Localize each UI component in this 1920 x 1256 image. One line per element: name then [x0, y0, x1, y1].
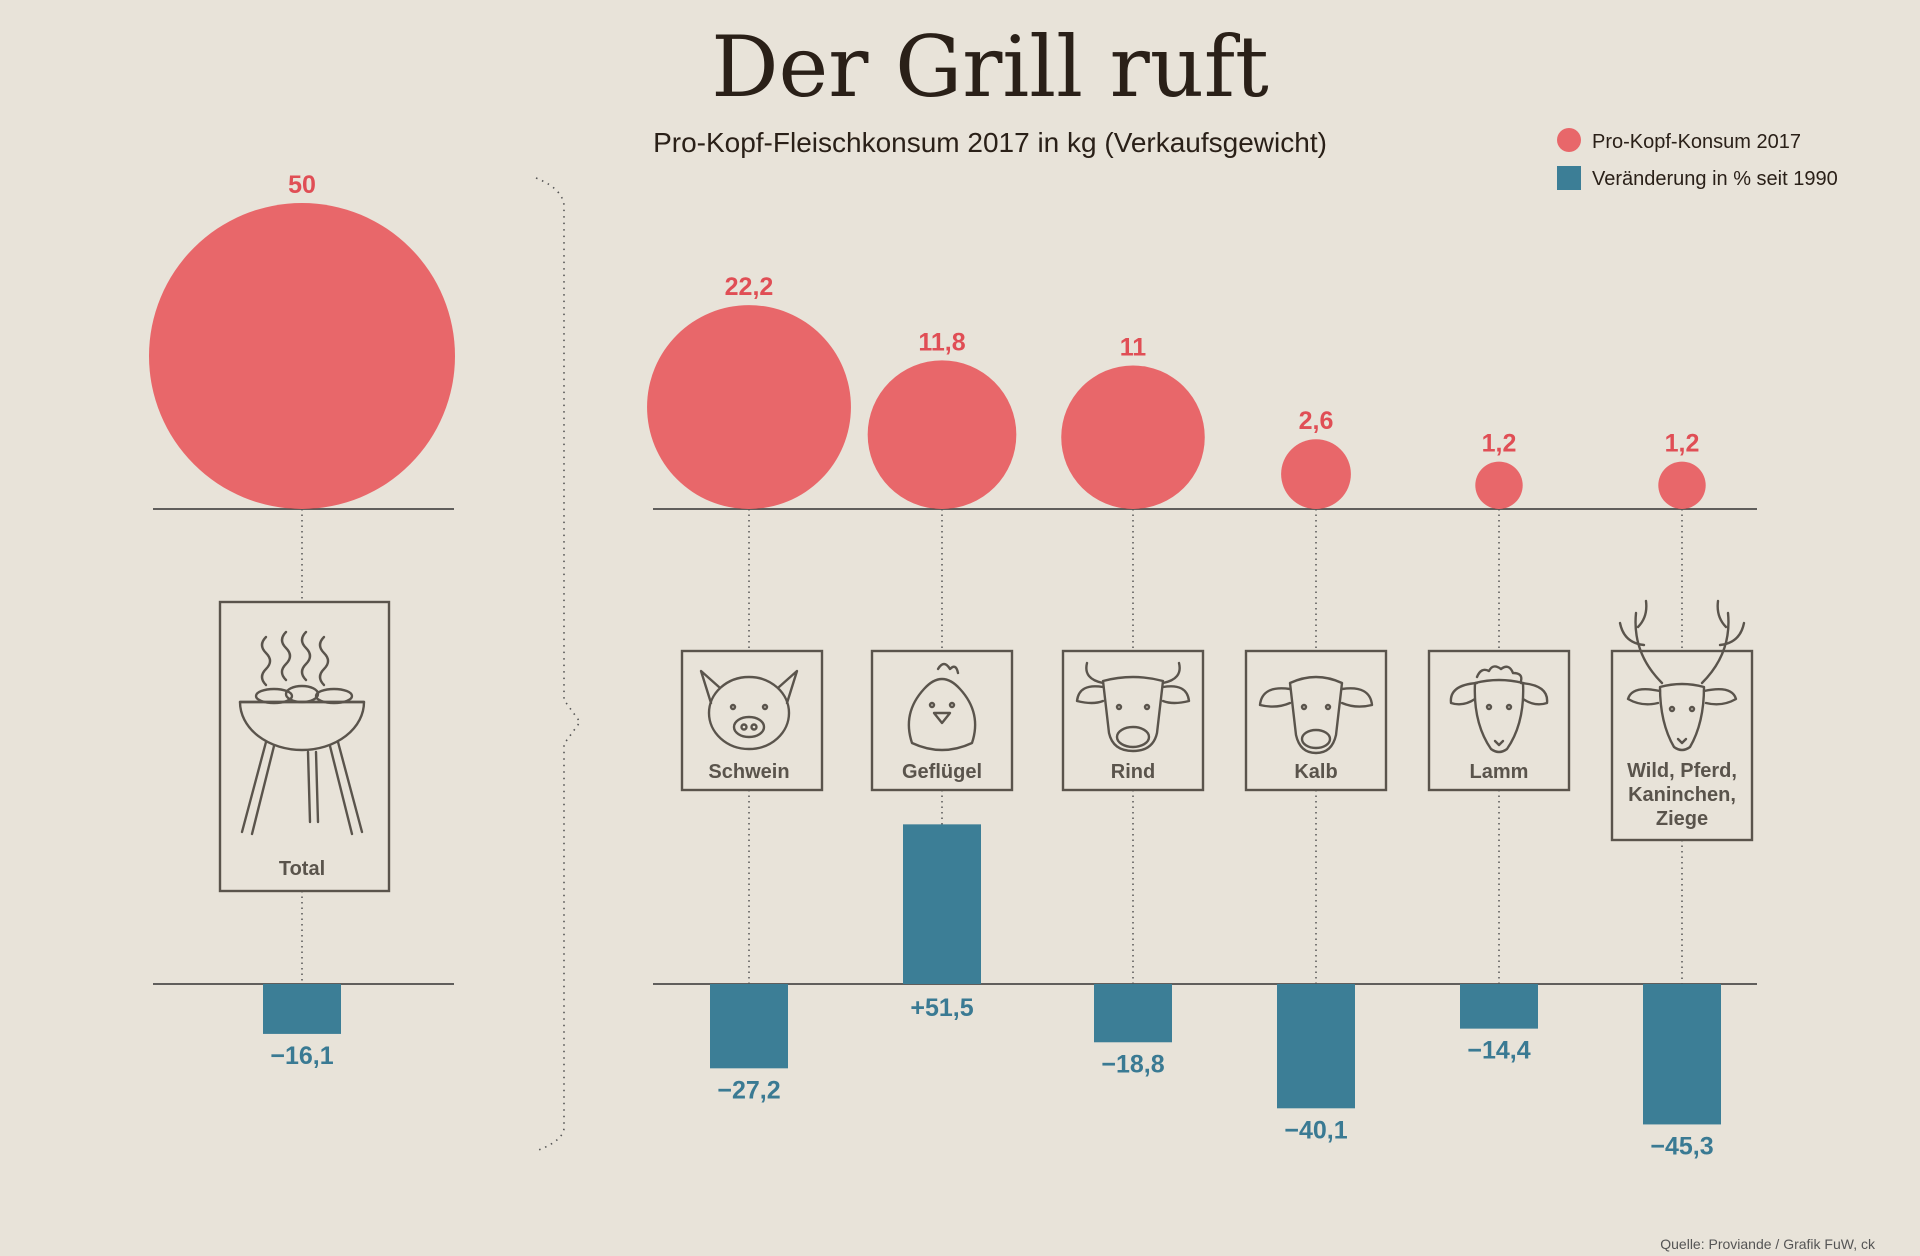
change-bar — [1277, 984, 1355, 1109]
category-label: Geflügel — [902, 761, 982, 783]
legend-label: Pro-Kopf-Konsum 2017 — [1592, 131, 1801, 153]
legend-label: Veränderung in % seit 1990 — [1592, 168, 1838, 190]
consumption-circle — [1061, 365, 1205, 509]
consumption-label: 1,2 — [1482, 430, 1517, 458]
consumption-label: 1,2 — [1665, 430, 1700, 458]
consumption-circle — [647, 305, 851, 510]
deer-icon — [1618, 599, 1746, 752]
page-title: Der Grill ruft — [711, 18, 1269, 116]
consumption-label: 2,6 — [1299, 407, 1334, 435]
category-label: Rind — [1111, 761, 1155, 783]
group-bracket — [535, 177, 581, 1152]
change-bar — [1460, 984, 1538, 1029]
category-label: Wild, Pferd, — [1627, 760, 1737, 782]
consumption-circle — [149, 203, 455, 509]
consumption-label: 11,8 — [918, 328, 965, 356]
change-label: −40,1 — [1284, 1116, 1347, 1144]
category-frame — [1610, 649, 1754, 842]
legend-square-marker — [1557, 166, 1581, 190]
category-label: Ziege — [1656, 808, 1708, 830]
category-label: Kalb — [1294, 761, 1337, 783]
category-box: Schwein — [680, 649, 824, 792]
category-box: Kalb — [1244, 649, 1388, 792]
change-label: −18,8 — [1101, 1050, 1164, 1078]
legend-circle-marker — [1557, 128, 1581, 152]
change-bar — [1094, 984, 1172, 1043]
change-label: −16,1 — [270, 1042, 333, 1070]
category-label: Total — [279, 858, 325, 880]
change-bar — [903, 824, 981, 984]
change-bar — [1643, 984, 1721, 1125]
category-label: Lamm — [1470, 761, 1529, 783]
subtitle: Pro-Kopf-Fleischkonsum 2017 in kg (Verka… — [653, 127, 1327, 158]
category-box: Total — [218, 600, 391, 893]
category-frame — [218, 600, 391, 893]
consumption-label: 50 — [288, 171, 316, 199]
consumption-label: 22,2 — [725, 273, 774, 301]
category-label: Schwein — [708, 761, 789, 783]
sheep-icon — [1449, 665, 1549, 754]
grill-icon — [238, 630, 366, 836]
category-box: Lamm — [1427, 649, 1571, 792]
consumption-circle — [1281, 439, 1351, 509]
legend: Pro-Kopf-Konsum 2017 Veränderung in % se… — [1557, 128, 1838, 190]
category-frame — [870, 649, 1014, 792]
change-label: −27,2 — [717, 1076, 780, 1104]
category-frame — [1061, 649, 1205, 792]
change-label: +51,5 — [910, 994, 973, 1022]
category-frame — [1244, 649, 1388, 792]
consumption-circle — [867, 360, 1017, 509]
change-bar — [710, 984, 788, 1069]
category-box: Rind — [1061, 649, 1205, 792]
category-box: Geflügel — [870, 649, 1014, 792]
category-label: Kaninchen, — [1628, 784, 1736, 806]
consumption-label: 11 — [1120, 333, 1147, 361]
category-frame — [1427, 649, 1571, 792]
calf-icon — [1258, 675, 1374, 755]
consumption-circle — [1475, 461, 1523, 509]
chicken-icon — [907, 662, 977, 752]
source-note: Quelle: Proviande / Grafik FuW, ck — [1660, 1236, 1876, 1252]
category-box: Wild, Pferd,Kaninchen,Ziege — [1610, 599, 1754, 842]
change-bar — [263, 984, 341, 1034]
change-label: −14,4 — [1467, 1037, 1530, 1065]
cow-icon — [1075, 661, 1191, 753]
change-label: −45,3 — [1650, 1132, 1713, 1160]
consumption-circle — [1658, 461, 1706, 509]
pig-icon — [699, 669, 799, 751]
